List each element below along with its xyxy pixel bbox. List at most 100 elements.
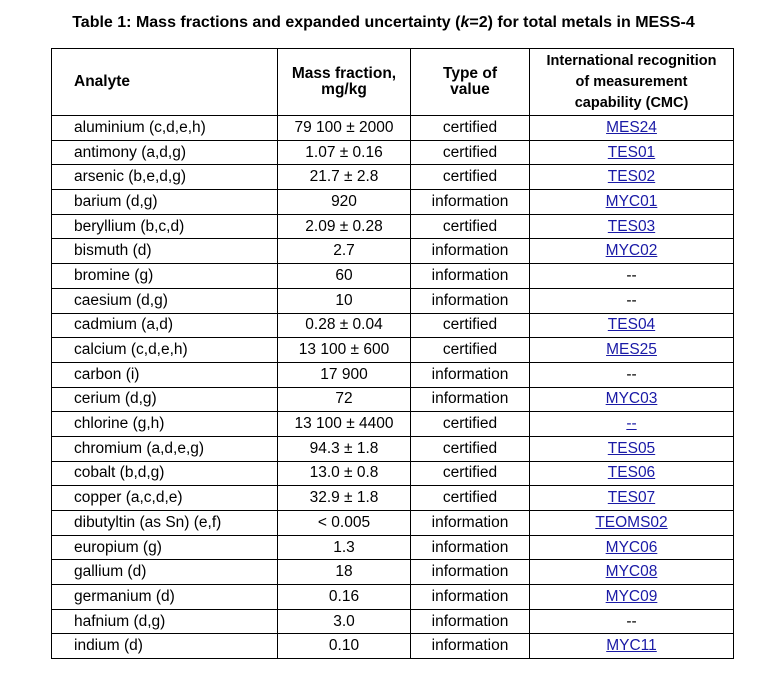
title-prefix: Table 1: Mass fractions and expanded unc… [72,14,461,31]
mass-fraction-cell: 60 [277,263,411,289]
cmc-cell: MYC03 [529,386,734,413]
table-row: chromium (a,d,e,g) 94.3 ± 1.8 certified TES… [51,435,734,462]
cmc-cell: -- [529,287,734,314]
cmc-cell: -- [529,608,734,635]
title-k: k [460,14,470,31]
header-type: Type of value [410,48,530,116]
table-row: calcium (c,d,e,h) 13 100 ± 600 certified ME… [51,337,734,363]
mass-fraction-cell: 79 100 ± 2000 [277,115,411,141]
mass-fraction-cell: 32.9 ± 1.8 [277,485,411,511]
analyte-cell: copper (a,c,d,e) [51,485,278,511]
type-cell: certified [410,337,530,363]
mass-fraction-cell: 3.0 [277,608,411,635]
cmc-link[interactable]: -- [626,415,637,433]
cmc-cell: TES03 [529,213,734,240]
mass-fraction-cell: 13 100 ± 600 [277,337,411,363]
table-row: cadmium (a,d) 0.28 ± 0.04 certified TES04 [51,312,734,339]
cmc-link[interactable]: MYC03 [605,390,658,408]
table-row: cerium (d,g) 72 information MYC03 [51,386,734,413]
cmc-link[interactable]: MYC01 [605,192,658,210]
table-row: beryllium (b,c,d) 2.09 ± 0.28 certified TES… [51,213,734,240]
type-cell: information [410,189,530,215]
analyte-cell: europium (g) [51,534,278,561]
header-mass-fraction: Mass fraction, mg/kg [277,48,411,116]
cmc-cell: -- [529,411,734,437]
type-cell: information [410,584,530,610]
mass-fraction-cell: 94.3 ± 1.8 [277,435,411,462]
analyte-cell: barium (d,g) [51,189,278,215]
table-row: chlorine (g,h) 13 100 ± 4400 certified -- [51,411,734,437]
type-cell: information [410,287,530,314]
cmc-cell: TES02 [529,164,734,191]
analyte-cell: caesium (d,g) [51,287,278,314]
cmc-link[interactable]: TES06 [607,464,656,482]
mass-fraction-cell: 2.7 [277,238,411,265]
table-row: arsenic (b,e,d,g) 21.7 ± 2.8 certified TES0… [51,164,734,191]
cmc-cell: MES24 [529,115,734,141]
cmc-cell: TES07 [529,485,734,511]
header-analyte: Analyte [51,48,278,116]
type-cell: certified [410,312,530,339]
cmc-link[interactable]: TEOMS02 [595,513,668,531]
cmc-link[interactable]: TES01 [607,143,656,161]
analyte-cell: cerium (d,g) [51,386,278,413]
type-cell: certified [410,460,530,487]
cmc-link[interactable]: MES25 [606,341,657,359]
type-cell: certified [410,435,530,462]
analyte-cell: hafnium (d,g) [51,608,278,635]
metals-table: Analyte Mass fraction, mg/kg Type of value… [51,48,734,660]
mass-fraction-cell: 17 900 [277,361,411,388]
table-title: Table 1: Mass fractions and expanded unc… [0,14,767,32]
cmc-link[interactable]: MYC08 [605,563,658,581]
mass-fraction-cell: < 0.005 [277,510,411,536]
mass-fraction-cell: 0.28 ± 0.04 [277,312,411,339]
analyte-cell: indium (d) [51,633,278,660]
cmc-link[interactable]: TES03 [607,217,656,235]
mass-fraction-cell: 920 [277,189,411,215]
mass-fraction-cell: 1.3 [277,534,411,561]
type-cell: certified [410,411,530,437]
analyte-cell: cobalt (b,d,g) [51,460,278,487]
type-cell: information [410,263,530,289]
cmc-cell: TES06 [529,460,734,487]
table-row: antimony (a,d,g) 1.07 ± 0.16 certified TES0… [51,139,734,166]
header-row: Analyte Mass fraction, mg/kg Type of value… [51,48,734,116]
analyte-cell: carbon (i) [51,361,278,388]
cmc-link[interactable]: MES24 [606,118,657,136]
cmc-link[interactable]: TES05 [607,439,656,457]
cmc-cell: MYC11 [529,633,734,660]
mass-fraction-cell: 2.09 ± 0.28 [277,213,411,240]
table-row: caesium (d,g) 10 information -- [51,287,734,314]
mass-fraction-cell: 13.0 ± 0.8 [277,460,411,487]
type-cell: certified [410,139,530,166]
cmc-link[interactable]: MYC06 [605,538,658,556]
type-cell: information [410,361,530,388]
title-suffix: =2) for total metals in MESS-4 [469,14,695,31]
type-cell: information [410,534,530,561]
cmc-link[interactable]: TES02 [607,168,656,186]
table-row: barium (d,g) 920 information MYC01 [51,189,734,215]
table-row: gallium (d) 18 information MYC08 [51,559,734,586]
type-cell: certified [410,115,530,141]
cmc-link[interactable]: TES07 [607,489,656,507]
table-row: hafnium (d,g) 3.0 information -- [51,608,734,635]
mass-fraction-cell: 10 [277,287,411,314]
cmc-link[interactable]: MYC02 [605,242,658,260]
cmc-cell: MES25 [529,337,734,363]
table-row: copper (a,c,d,e) 32.9 ± 1.8 certified TES07 [51,485,734,511]
analyte-cell: bismuth (d) [51,238,278,265]
cmc-cell: TES05 [529,435,734,462]
analyte-cell: bromine (g) [51,263,278,289]
mass-fraction-cell: 1.07 ± 0.16 [277,139,411,166]
cmc-cell: MYC06 [529,534,734,561]
cmc-link[interactable]: MYC09 [605,587,658,605]
cmc-link[interactable]: MYC11 [606,637,657,655]
table-row: indium (d) 0.10 information MYC11 [51,633,734,660]
type-cell: information [410,386,530,413]
cmc-link[interactable]: TES04 [607,316,656,334]
type-cell: information [410,238,530,265]
analyte-cell: cadmium (a,d) [51,312,278,339]
cmc-cell: TEOMS02 [529,510,734,536]
table-row: carbon (i) 17 900 information -- [51,361,734,388]
cmc-cell: MYC08 [529,559,734,586]
